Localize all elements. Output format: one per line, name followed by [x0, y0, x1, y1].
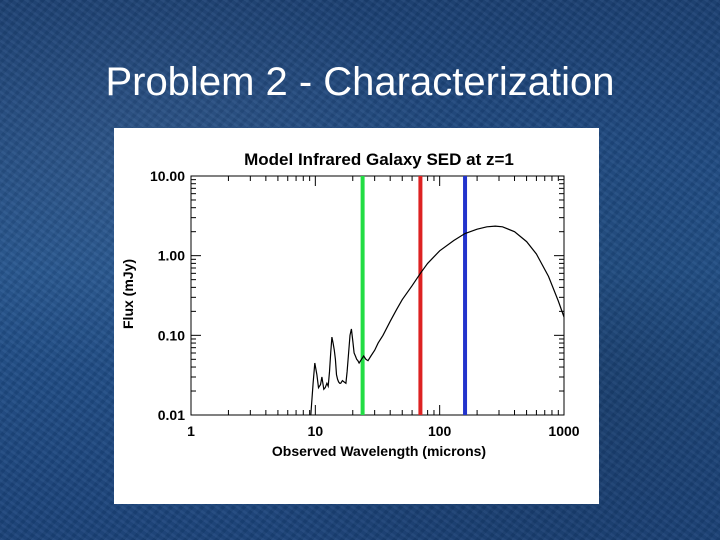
- y-axis-label: Flux (mJy): [120, 259, 136, 329]
- x-tick-label: 1: [187, 423, 195, 439]
- chart-title: Model Infrared Galaxy SED at z=1: [244, 150, 514, 169]
- x-tick-label: 100: [428, 423, 452, 439]
- y-tick-label: 1.00: [158, 248, 185, 264]
- x-tick-label: 10: [308, 423, 324, 439]
- slide-title: Problem 2 - Characterization: [105, 60, 615, 104]
- x-tick-label: 1000: [548, 423, 579, 439]
- y-tick-label: 10.00: [150, 168, 185, 184]
- sed-curve: [310, 225, 565, 416]
- plot-frame: [190, 175, 565, 416]
- x-axis-label: Observed Wavelength (microns): [272, 443, 486, 459]
- y-tick-label: 0.10: [158, 327, 185, 343]
- y-tick-label: 0.01: [158, 407, 185, 423]
- sed-chart: Model Infrared Galaxy SED at z=1 Flux (m…: [120, 150, 580, 459]
- chart-panel: Model Infrared Galaxy SED at z=1 Flux (m…: [114, 128, 599, 504]
